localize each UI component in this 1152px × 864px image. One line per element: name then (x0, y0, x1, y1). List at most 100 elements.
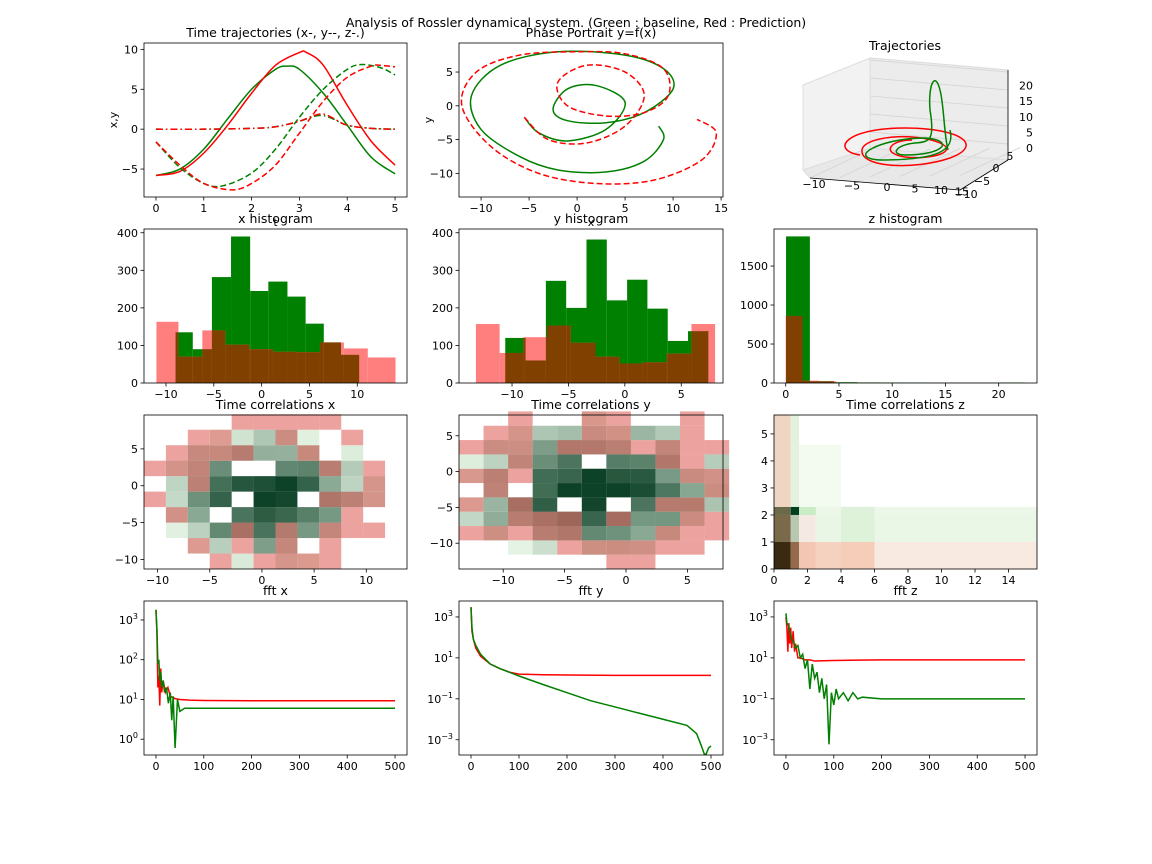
heatmap-cell-prediction (680, 511, 705, 527)
heatmap-cell-prediction (319, 538, 342, 554)
heatmap-cell-prediction (459, 440, 484, 455)
x-tick-label: 200 (871, 760, 892, 773)
series-line-baseline-1 (155, 609, 396, 749)
histogram-bar-overlap (178, 356, 193, 383)
y-tick-label: 3 (761, 482, 768, 495)
heatmap-cell (841, 541, 875, 569)
x-tick-label: −10 (492, 574, 515, 587)
axes-frame (458, 42, 724, 198)
x-tick-label: 15 (714, 202, 728, 215)
heatmap-cell-baseline (680, 483, 705, 498)
axes-frame (458, 228, 724, 384)
heatmap-cell-prediction (704, 511, 730, 527)
x-tick-label: 100 (193, 760, 214, 773)
heatmap-cell-baseline (655, 425, 681, 441)
heatmap-cell-prediction (187, 460, 210, 477)
heatmap-cell-baseline (275, 460, 298, 477)
heatmap-cell-prediction (680, 497, 705, 512)
heatmap-cell-prediction (655, 526, 681, 541)
x-tick-label: 10 (885, 388, 899, 401)
heatmap-cell-prediction (606, 425, 631, 441)
series-line-prediction-5 (155, 113, 396, 130)
heatmap-cell-prediction (187, 429, 210, 446)
heatmap-cell-prediction (606, 411, 631, 426)
x-tick-label: 5 (684, 574, 691, 587)
heatmap-cell-prediction (606, 554, 631, 569)
heatmap-cell-baseline (231, 476, 254, 492)
heatmap-cell (799, 541, 816, 569)
x-tick-label: −5 (521, 202, 537, 215)
y-tick-label: 4 (761, 455, 768, 468)
y-tick-label: 102 (119, 652, 138, 667)
y-tick-label: 10−1 (427, 691, 453, 706)
histogram-bar-overlap (192, 356, 203, 383)
heatmap-cell (774, 541, 791, 569)
y-tick-label: 200 (117, 302, 138, 315)
histogram-bar-overlap (619, 363, 628, 383)
heatmap-cell-prediction (581, 440, 607, 455)
heatmap-cell-baseline (630, 468, 656, 484)
heatmap-cell-prediction (508, 411, 533, 426)
x-tick-label: −5 (556, 574, 572, 587)
heatmap-cell-prediction (508, 425, 533, 441)
y-tick-label: 5 (761, 428, 768, 441)
heatmap-cell-baseline (581, 497, 607, 512)
heatmap-cell-prediction (508, 526, 533, 541)
y-tick-label: 0 (446, 466, 453, 479)
heatmap-cell-baseline (630, 511, 656, 527)
y-tick-label: 1 (761, 536, 768, 549)
heatmap-cell (799, 444, 842, 507)
heatmap-cell-baseline (209, 476, 232, 492)
heatmap-cell-baseline (275, 445, 298, 461)
heatmap-cell-prediction (680, 454, 705, 469)
heatmap-cell-prediction (680, 411, 705, 426)
x-tick-label: 15 (938, 388, 952, 401)
axes3d-grid-line (869, 131, 1009, 145)
z-tick-label: 5 (1026, 126, 1033, 139)
histogram-bar-overlap (786, 315, 803, 383)
y-tick-label: −5 (437, 134, 453, 147)
heatmap-cell-prediction (655, 440, 681, 455)
y-tick-label: 100 (432, 339, 453, 352)
chart-phase: −10 −5 0 5 10 15 −10 −5 0 5 Phase Portrait y=f(x) x… (422, 25, 728, 229)
figure-suptitle: Analysis of Rossler dynamical system. (G… (346, 15, 806, 30)
x-axis-label: x (588, 216, 595, 229)
heatmap-cell-prediction (704, 440, 730, 455)
heatmap-cell-prediction (532, 511, 558, 527)
chart-title: fft z (893, 583, 917, 598)
y-tick-label: 103 (119, 612, 138, 627)
x-tick-label: −5 (560, 388, 576, 401)
heatmap-cell-prediction (704, 483, 730, 498)
heatmap-cell-baseline (532, 468, 558, 484)
heatmap-cell-prediction (209, 445, 232, 461)
axes-frame (773, 600, 1038, 756)
heatmap-cell-baseline (253, 445, 276, 461)
x-tick-label: 10 (359, 574, 373, 587)
y-tick-label: 300 (117, 264, 138, 277)
y-tick-label: −10 (115, 553, 138, 566)
x-tick-label: −10 (146, 574, 169, 587)
heatmap-cell-baseline (275, 476, 298, 492)
heatmap-cell-baseline (459, 454, 484, 469)
heatmap-cell-baseline (557, 468, 582, 484)
heatmap-cell-baseline (557, 425, 582, 441)
y-tick-label: 2 (761, 509, 768, 522)
x-tick-label: 0 (621, 388, 628, 401)
y-tick-label: 0 (131, 123, 138, 136)
plot-area (460, 50, 718, 185)
y-tick-label: 5 (446, 430, 453, 443)
axes3d-grid-line (869, 77, 1009, 91)
heatmap-cell-prediction (680, 540, 705, 555)
heatmap-cell-baseline (253, 429, 276, 446)
y-tick-label: 0 (993, 162, 1000, 175)
histogram-bar-overlap (819, 381, 834, 383)
series-line-baseline-1 (785, 613, 1026, 745)
heatmap-cell-baseline (187, 491, 210, 508)
heatmap-cell-baseline (297, 522, 320, 539)
y-tick-label: 100 (119, 731, 138, 746)
y-tick-label: 5 (131, 83, 138, 96)
heatmap-cell-baseline (483, 497, 509, 512)
heatmap-cell-baseline (275, 491, 298, 508)
x-tick-label: 3 (296, 202, 303, 215)
